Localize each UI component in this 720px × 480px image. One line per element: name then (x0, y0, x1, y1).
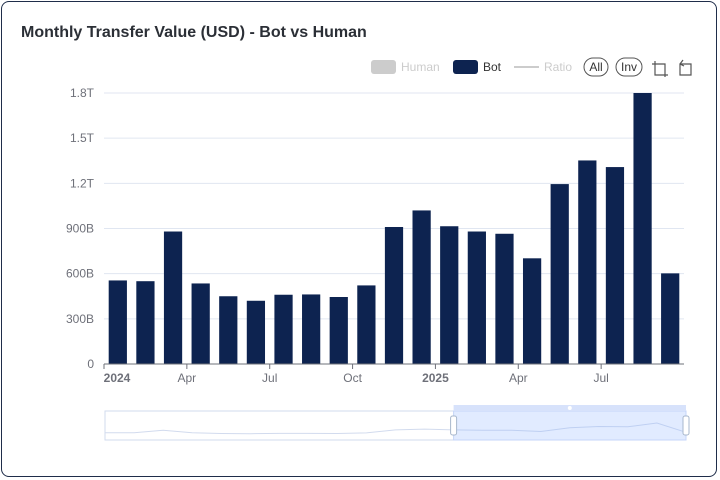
bar-2025-07[interactable] (605, 167, 625, 364)
bar-2024-02[interactable] (136, 281, 155, 364)
y-tick-label: 1.5T (70, 131, 95, 145)
bar-2024-12[interactable] (412, 210, 431, 364)
y-tick-label: 900B (66, 222, 94, 236)
bar-2024-10[interactable] (357, 285, 376, 364)
bar-2024-06[interactable] (246, 300, 266, 364)
legend-all-button[interactable]: All (583, 57, 609, 77)
zoom-selected-range[interactable] (453, 410, 687, 441)
legend-item-human[interactable]: Human (371, 60, 440, 74)
bar-2024-03[interactable] (163, 231, 183, 364)
bar-2024-07[interactable] (274, 294, 293, 364)
bar-2025-04[interactable] (522, 258, 542, 364)
button-label: Inv (621, 60, 637, 74)
button-outline (583, 57, 609, 77)
x-tick-label: 2025 (422, 371, 449, 385)
zoom-preview-line (105, 422, 687, 435)
bar-2025-05[interactable] (550, 184, 569, 364)
y-tick-label: 1.2T (70, 176, 95, 190)
y-axis: 0 300B 600B 900B 1.2T 1.5T 1.8T (66, 86, 95, 371)
x-tick-label: 2024 (104, 371, 131, 385)
bar-2024-08[interactable] (302, 294, 321, 364)
bar-2025-02[interactable] (467, 231, 486, 364)
bar-2025-06[interactable] (578, 160, 597, 364)
zoom-handle-end[interactable] (682, 415, 690, 436)
legend-label: Human (401, 60, 440, 74)
bar-2024-01[interactable] (108, 280, 127, 364)
legend-label: Bot (483, 60, 502, 74)
zoom-track[interactable] (104, 410, 687, 441)
bar-2024-05[interactable] (219, 296, 238, 364)
legend-label: Ratio (544, 60, 572, 74)
x-tick-label: Apr (509, 371, 528, 385)
x-tick-label: Apr (178, 371, 197, 385)
x-tick-label: Oct (343, 371, 362, 385)
crop-shape (652, 61, 668, 77)
reset-zoom-icon[interactable] (679, 59, 692, 76)
bar-2025-01[interactable] (440, 226, 459, 364)
zoom-grip-icon (567, 406, 572, 410)
bar-2025-08[interactable] (633, 93, 652, 364)
y-tick-label: 1.8T (70, 86, 95, 100)
bar-series-bot (108, 93, 680, 364)
legend-item-bot[interactable]: Bot (453, 60, 502, 74)
bar-2024-09[interactable] (329, 297, 348, 364)
y-tick-label: 0 (87, 357, 94, 371)
chart-title: Monthly Transfer Value (USD) - Bot vs Hu… (21, 24, 367, 41)
legend-swatch (371, 60, 396, 74)
data-zoom-slider[interactable] (104, 405, 690, 441)
x-axis: 2024 Apr Jul Oct 2025 Apr Jul (103, 363, 684, 385)
x-tick-label: Jul (262, 371, 277, 385)
legend-item-ratio[interactable]: Ratio (514, 60, 572, 74)
button-outline (615, 57, 643, 77)
bar-2024-04[interactable] (191, 283, 210, 364)
crop-icon[interactable] (652, 61, 668, 77)
bar-2025-03[interactable] (495, 233, 514, 364)
button-label: All (589, 60, 602, 74)
bar-2025-09[interactable] (661, 273, 680, 364)
bar-2024-11[interactable] (384, 226, 404, 364)
legend-swatch (453, 60, 478, 74)
x-tick-label: Jul (593, 371, 608, 385)
y-tick-label: 600B (66, 267, 94, 281)
reset-shape (679, 59, 692, 76)
y-tick-label: 300B (66, 312, 94, 326)
legend-inv-button[interactable]: Inv (615, 57, 643, 77)
zoom-handle-start[interactable] (450, 415, 458, 436)
legend: Human Bot Ratio All Inv (371, 57, 692, 77)
